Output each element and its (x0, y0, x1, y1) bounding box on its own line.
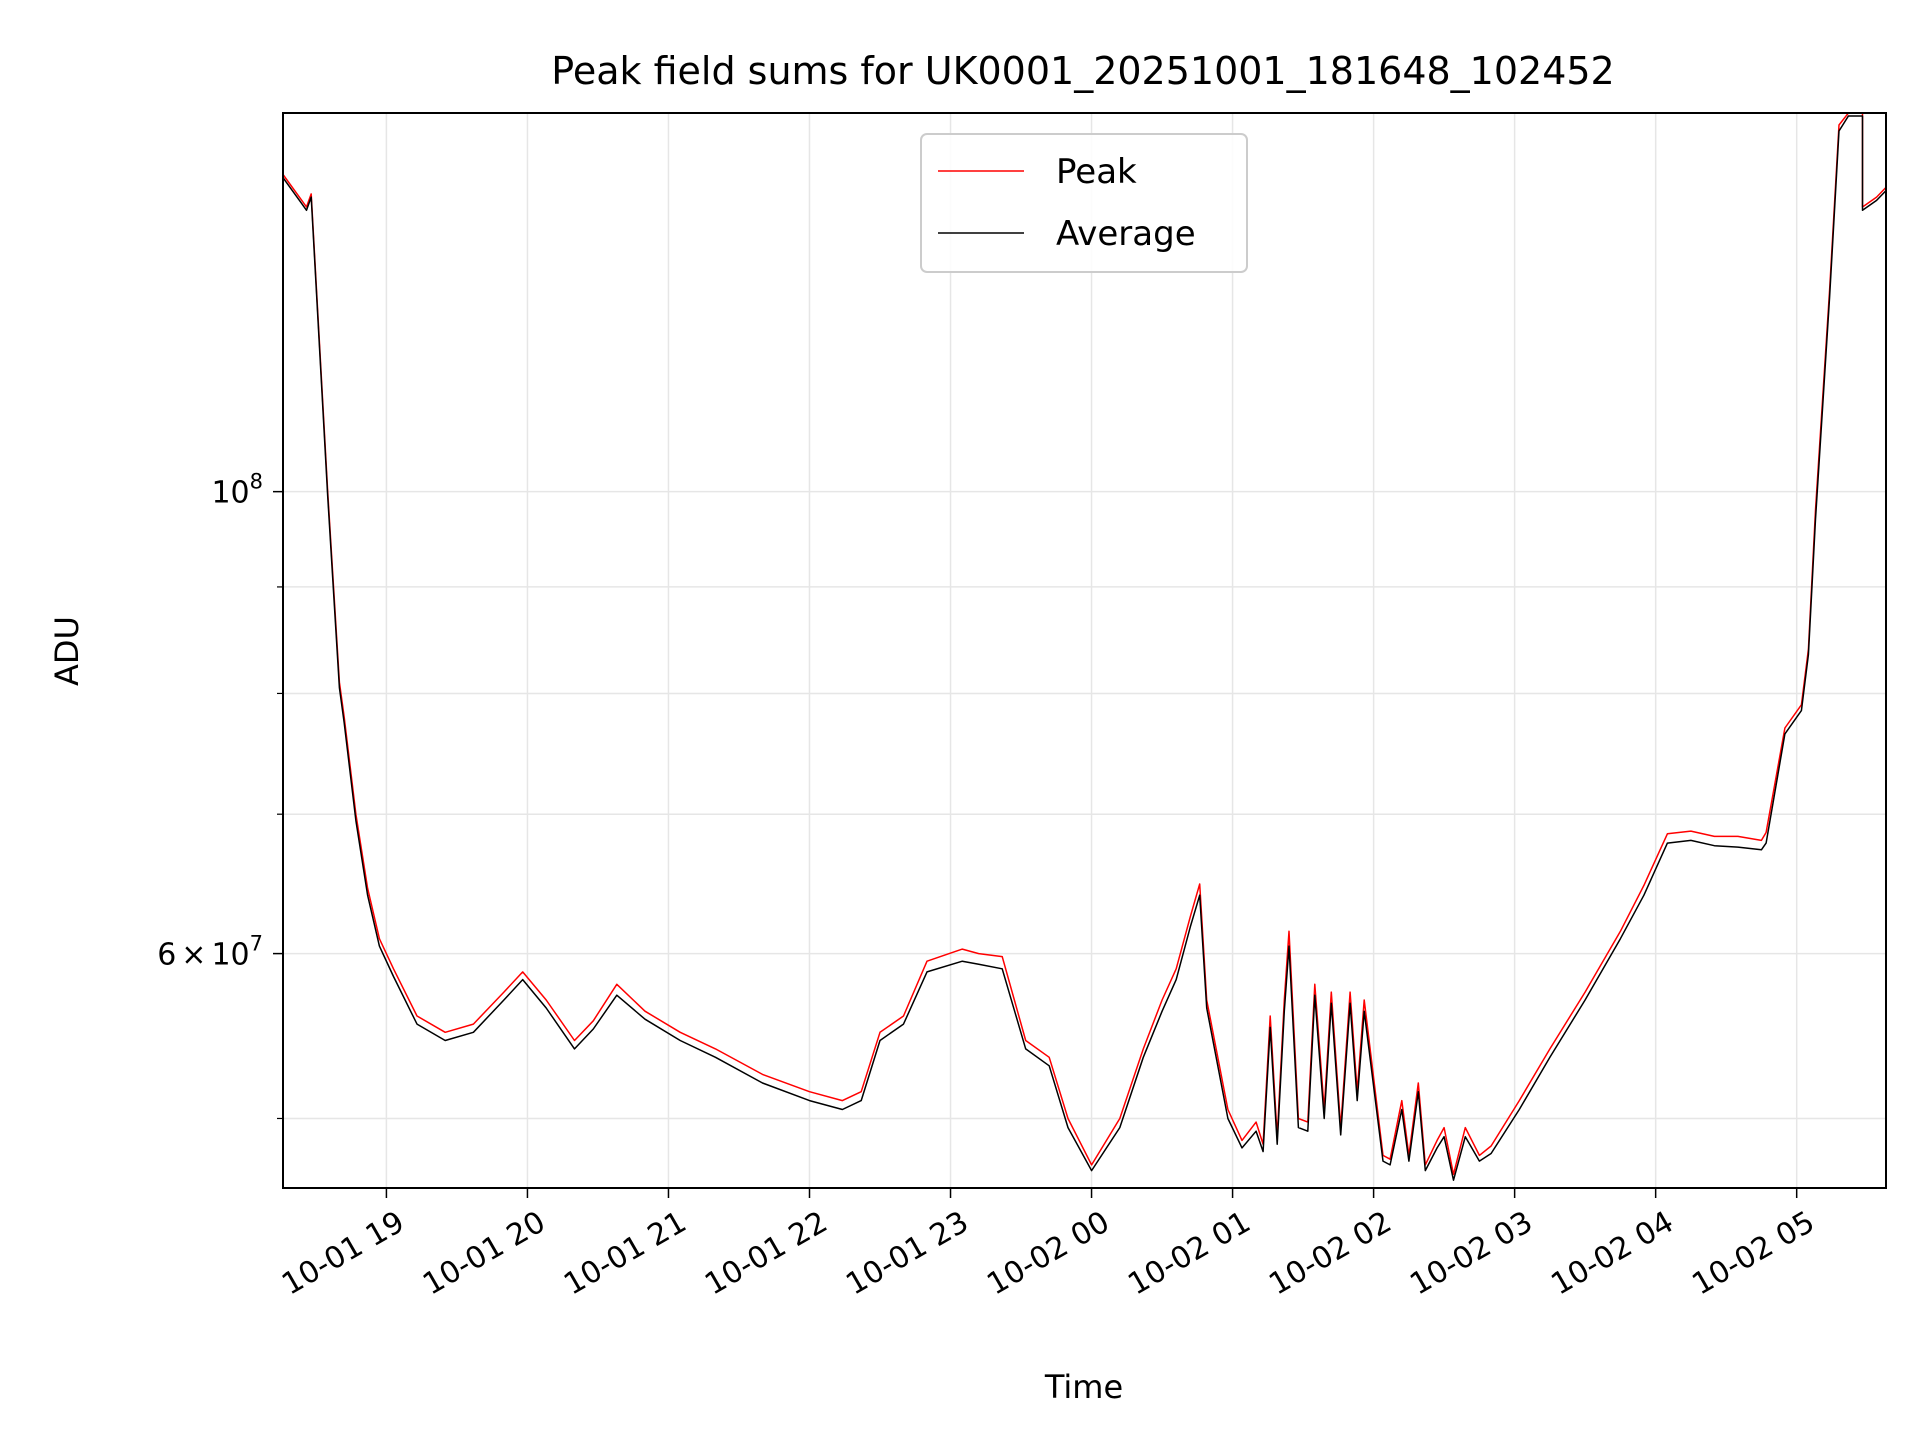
y-tick-label-0: 6 × 107 (157, 932, 263, 973)
plot-area (283, 113, 1886, 1188)
chart-title: Peak field sums for UK0001_20251001_1816… (551, 49, 1614, 93)
series-lines (282, 112, 1887, 1181)
y-axis-ticks: 6 × 107 108 (157, 470, 283, 1120)
y-axis-label: ADU (48, 616, 86, 686)
legend-box (920, 133, 1248, 273)
series-line-average (282, 115, 1887, 1181)
plot-frame (282, 112, 1887, 1189)
y-tick-label-1: 108 (211, 470, 263, 511)
legend-label-peak: Peak (1056, 152, 1137, 192)
legend-label-average: Average (1056, 214, 1196, 254)
legend: Peak Average (920, 133, 1248, 273)
x-axis-label: Time (1044, 1368, 1123, 1406)
grid-lines (283, 113, 1886, 1188)
